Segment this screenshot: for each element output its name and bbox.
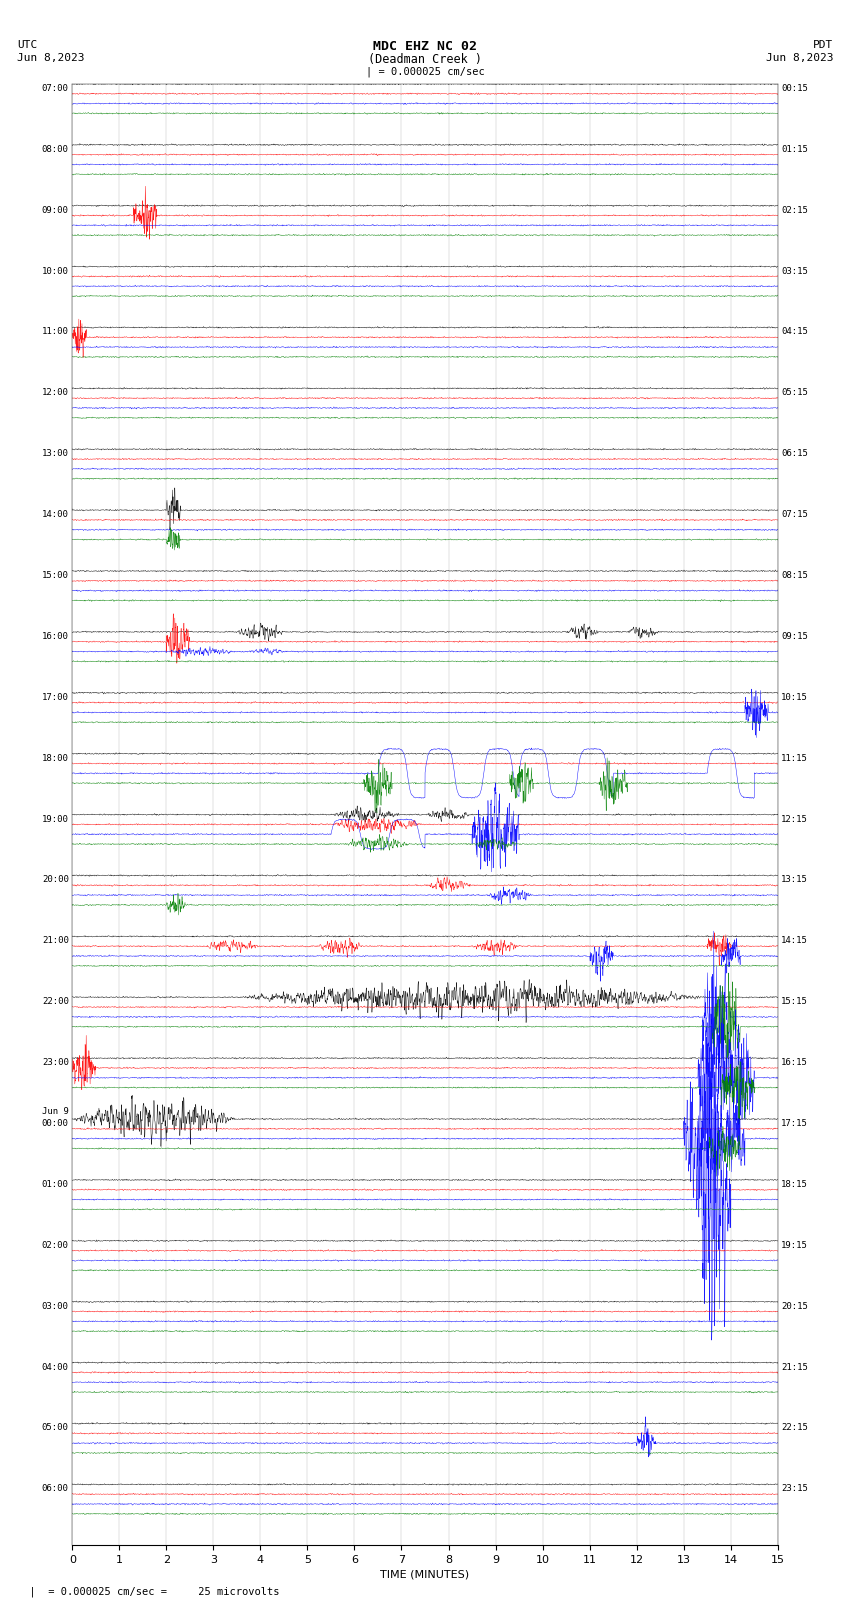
- Text: 16:15: 16:15: [781, 1058, 808, 1068]
- Text: 15:00: 15:00: [42, 571, 69, 581]
- Text: 02:00: 02:00: [42, 1240, 69, 1250]
- Text: 01:15: 01:15: [781, 145, 808, 153]
- Text: 18:15: 18:15: [781, 1181, 808, 1189]
- Text: 08:15: 08:15: [781, 571, 808, 581]
- Text: 10:15: 10:15: [781, 694, 808, 702]
- Text: 23:15: 23:15: [781, 1484, 808, 1494]
- Text: 04:15: 04:15: [781, 327, 808, 337]
- Text: |  = 0.000025 cm/sec =     25 microvolts: | = 0.000025 cm/sec = 25 microvolts: [17, 1586, 280, 1597]
- Text: 22:15: 22:15: [781, 1423, 808, 1432]
- Text: | = 0.000025 cm/sec: | = 0.000025 cm/sec: [366, 66, 484, 77]
- Text: 19:15: 19:15: [781, 1240, 808, 1250]
- Text: 21:00: 21:00: [42, 936, 69, 945]
- Text: Jun 9: Jun 9: [42, 1107, 69, 1116]
- Text: 14:00: 14:00: [42, 510, 69, 519]
- Text: 08:00: 08:00: [42, 145, 69, 153]
- Text: 13:15: 13:15: [781, 876, 808, 884]
- Text: PDT: PDT: [813, 40, 833, 50]
- Text: 18:00: 18:00: [42, 753, 69, 763]
- Text: 07:00: 07:00: [42, 84, 69, 94]
- Text: UTC: UTC: [17, 40, 37, 50]
- Text: 17:15: 17:15: [781, 1119, 808, 1127]
- Text: 23:00: 23:00: [42, 1058, 69, 1068]
- Text: 12:15: 12:15: [781, 815, 808, 824]
- Text: 22:00: 22:00: [42, 997, 69, 1007]
- Text: 01:00: 01:00: [42, 1181, 69, 1189]
- Text: 20:15: 20:15: [781, 1302, 808, 1311]
- Text: 04:00: 04:00: [42, 1363, 69, 1371]
- Text: 14:15: 14:15: [781, 936, 808, 945]
- Text: 10:00: 10:00: [42, 266, 69, 276]
- Text: 13:00: 13:00: [42, 450, 69, 458]
- Text: Jun 8,2023: Jun 8,2023: [17, 53, 84, 63]
- Text: 06:00: 06:00: [42, 1484, 69, 1494]
- Text: Jun 8,2023: Jun 8,2023: [766, 53, 833, 63]
- Text: 05:00: 05:00: [42, 1423, 69, 1432]
- Text: 12:00: 12:00: [42, 389, 69, 397]
- Text: 17:00: 17:00: [42, 694, 69, 702]
- Text: 05:15: 05:15: [781, 389, 808, 397]
- Text: 11:15: 11:15: [781, 753, 808, 763]
- Text: 00:15: 00:15: [781, 84, 808, 94]
- Text: 09:00: 09:00: [42, 206, 69, 215]
- Text: 09:15: 09:15: [781, 632, 808, 640]
- Text: (Deadman Creek ): (Deadman Creek ): [368, 53, 482, 66]
- Text: 02:15: 02:15: [781, 206, 808, 215]
- Text: 07:15: 07:15: [781, 510, 808, 519]
- Text: 16:00: 16:00: [42, 632, 69, 640]
- Text: 21:15: 21:15: [781, 1363, 808, 1371]
- Text: 20:00: 20:00: [42, 876, 69, 884]
- Text: 00:00: 00:00: [42, 1119, 69, 1127]
- Text: 03:00: 03:00: [42, 1302, 69, 1311]
- Text: 03:15: 03:15: [781, 266, 808, 276]
- Text: 19:00: 19:00: [42, 815, 69, 824]
- Text: 06:15: 06:15: [781, 450, 808, 458]
- Text: MDC EHZ NC 02: MDC EHZ NC 02: [373, 40, 477, 53]
- X-axis label: TIME (MINUTES): TIME (MINUTES): [381, 1569, 469, 1579]
- Text: 11:00: 11:00: [42, 327, 69, 337]
- Text: 15:15: 15:15: [781, 997, 808, 1007]
